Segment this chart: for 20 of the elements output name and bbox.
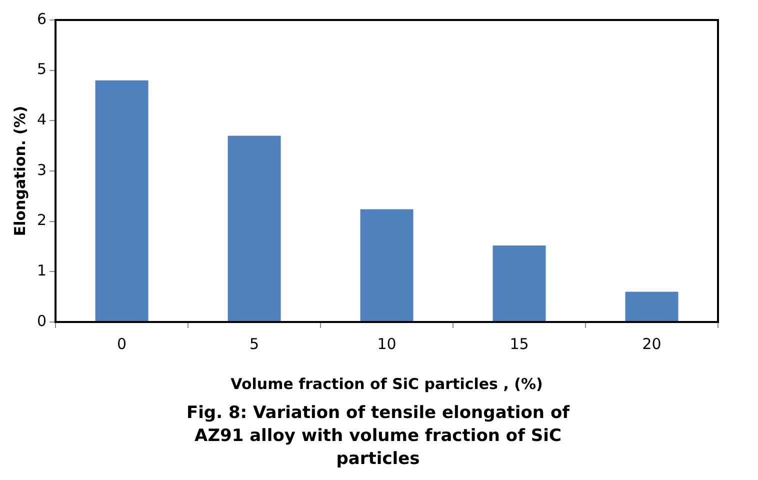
x-tick-label: 5 [250, 334, 260, 353]
caption: Fig. 8: Variation of tensile elongation of AZ91 alloy with volume fraction of SiC particles [185, 402, 571, 471]
bar [95, 80, 148, 322]
x-tick-label: 0 [117, 334, 127, 353]
y-tick-label: 6 [36, 10, 47, 28]
x-tick-label: 20 [642, 334, 662, 353]
bar [360, 209, 414, 322]
x-tick-label: 10 [377, 334, 396, 353]
y-tick-label: 3 [36, 160, 47, 179]
y-tick-label: 1 [36, 262, 47, 280]
y-tick-label: 5 [36, 60, 47, 78]
y-tick-label: 2 [36, 211, 47, 230]
bar [492, 245, 546, 322]
x-tick-label: 15 [510, 334, 529, 353]
y-tick-label: 4 [36, 110, 47, 129]
x-axis-title: Volume fraction of SiC particles , (%) [230, 374, 543, 393]
bar [625, 292, 678, 322]
y-axis-title: Elongation. (%) [10, 106, 29, 236]
y-tick-label: 0 [36, 312, 47, 330]
bar [228, 136, 281, 322]
